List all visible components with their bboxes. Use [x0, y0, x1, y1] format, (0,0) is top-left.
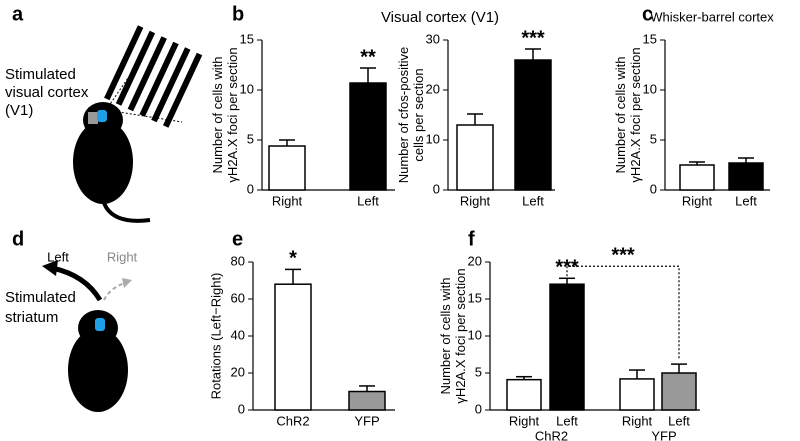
significance: ** [360, 46, 376, 68]
panel-letter: a [12, 3, 24, 25]
group-label: YFP [651, 428, 676, 441]
x-tick-label: Left [357, 193, 379, 208]
bar [349, 82, 387, 191]
y-tick-label: 80 [231, 253, 245, 268]
illustration-a [73, 25, 203, 223]
significance: *** [611, 245, 635, 267]
y-tick-label: 15 [240, 31, 254, 46]
panel-letter: b [232, 3, 244, 25]
bar [619, 378, 655, 411]
x-tick-label: Right [622, 413, 653, 428]
bar [506, 378, 542, 411]
y-tick-label: 10 [240, 81, 254, 96]
x-tick-label: YFP [354, 413, 379, 428]
bar [268, 145, 306, 191]
bar [661, 372, 697, 411]
y-tick-label: 0 [650, 181, 657, 196]
panel-title: Whisker-barrel cortex [650, 9, 774, 24]
y-tick-label: 0 [475, 401, 482, 416]
illustration-label: Stimulated [5, 66, 76, 83]
arrow-label: Left [47, 249, 69, 264]
y-tick-label: 10 [468, 327, 482, 342]
x-tick-label: Right [682, 193, 713, 208]
bar [274, 283, 312, 411]
significance: *** [521, 27, 545, 49]
y-axis-label: Rotations (Left−Right) [208, 273, 223, 400]
x-tick-label: Right [509, 413, 540, 428]
x-tick-label: Left [522, 193, 544, 208]
panel-letter: f [468, 228, 475, 250]
y-tick-label: 30 [426, 31, 440, 46]
x-tick-label: Left [668, 413, 690, 428]
y-tick-label: 5 [650, 131, 657, 146]
illustration-label: (V1) [5, 102, 33, 119]
panel-letter: c [642, 3, 653, 25]
y-tick-label: 40 [231, 327, 245, 342]
y-tick-label: 10 [426, 131, 440, 146]
y-axis-label: Number of cfos-positive [396, 47, 411, 184]
bar [348, 390, 386, 411]
illustration-d [42, 260, 132, 412]
panel-title: Visual cortex (V1) [381, 9, 499, 26]
bar [514, 59, 552, 191]
x-tick-label: Right [460, 193, 491, 208]
group-label: ChR2 [535, 428, 568, 441]
y-axis-label: Number of cells with [210, 56, 225, 173]
y-axis-label: Number of cells with [613, 56, 628, 173]
y-tick-label: 5 [247, 131, 254, 146]
bar [679, 164, 715, 191]
y-axis-label: γH2A.X foci per section [628, 47, 643, 182]
arrow-label: Right [107, 249, 138, 264]
x-tick-label: Right [272, 193, 303, 208]
x-tick-label: Left [556, 413, 578, 428]
y-tick-label: 0 [238, 401, 245, 416]
illustration-label: visual cortex [5, 84, 89, 101]
y-tick-label: 15 [468, 290, 482, 305]
y-tick-label: 20 [468, 253, 482, 268]
y-tick-label: 5 [475, 364, 482, 379]
y-axis-label: Number of cells with [438, 277, 453, 394]
y-axis-label: γH2A.X foci per section [453, 268, 468, 403]
y-tick-label: 15 [643, 31, 657, 46]
x-tick-label: ChR2 [276, 413, 309, 428]
y-tick-label: 60 [231, 290, 245, 305]
y-tick-label: 10 [643, 81, 657, 96]
y-tick-label: 20 [426, 81, 440, 96]
y-axis-label: cells per section [411, 68, 426, 161]
y-tick-label: 0 [433, 181, 440, 196]
panel-letter: e [232, 228, 243, 250]
panel-letter: d [12, 228, 24, 250]
y-axis-label: γH2A.X foci per section [225, 47, 240, 182]
bracket [566, 265, 680, 361]
y-tick-label: 0 [247, 181, 254, 196]
illustration-label: striatum [5, 309, 58, 326]
x-tick-label: Left [735, 193, 757, 208]
bar [456, 124, 494, 191]
bar [549, 283, 585, 411]
illustration-label: Stimulated [5, 289, 76, 306]
bar [728, 162, 764, 191]
significance: * [289, 248, 297, 270]
y-tick-label: 20 [231, 364, 245, 379]
